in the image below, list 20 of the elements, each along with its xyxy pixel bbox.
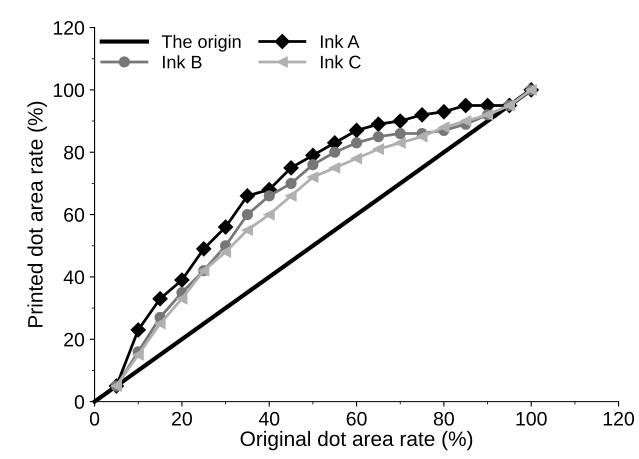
legend-label: Ink C [320,55,361,68]
x-tick-label: 120 [604,412,634,426]
x-tick-label: 0 [90,412,100,426]
y-tick-label: 120 [54,21,84,35]
x-tick-label: 60 [346,412,367,426]
y-tick-label: 0 [74,395,84,409]
x-axis-title: Original dot area rate (%) [240,430,472,450]
y-tick-label: 80 [64,146,84,160]
y-tick-label: 40 [64,270,84,284]
y-tick-label: 100 [54,83,84,98]
y-axis-title: Printed dot area rate (%) [27,102,47,327]
legend-label: Ink A [320,34,360,48]
x-tick-label: 40 [258,412,280,426]
legend-label: Ink B [163,55,202,68]
x-tick-label: 80 [434,412,454,426]
x-tick-label: 20 [172,412,192,426]
y-tick-label: 20 [64,332,84,347]
y-tick-label: 60 [64,208,84,222]
x-tick-label: 100 [516,412,547,426]
legend-label: The origin [162,34,240,52]
